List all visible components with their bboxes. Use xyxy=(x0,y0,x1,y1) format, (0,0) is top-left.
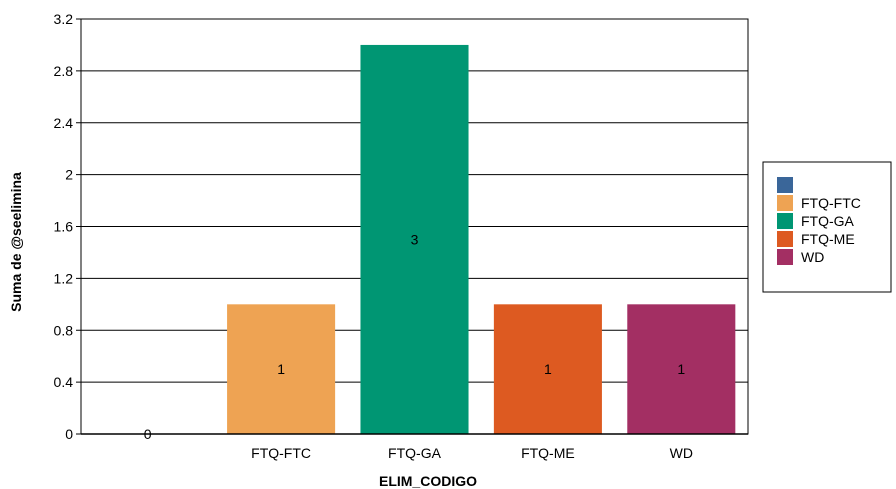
legend-swatch xyxy=(777,195,793,211)
bar xyxy=(493,304,602,434)
bar xyxy=(627,304,736,434)
data-label: 1 xyxy=(544,361,552,377)
data-label: 1 xyxy=(277,361,285,377)
bar xyxy=(227,304,336,434)
y-axis-ticks: 0 0.4 0.8 1.2 1.6 2 2.4 2.8 3.2 xyxy=(54,11,74,442)
legend-label: FTQ-GA xyxy=(801,213,855,229)
data-label: 3 xyxy=(411,231,419,247)
legend-label: FTQ-FTC xyxy=(801,195,861,211)
bars xyxy=(227,44,736,434)
y-tick-label: 0.4 xyxy=(54,374,74,390)
legend: FTQ-FTC FTQ-GA FTQ-ME WD xyxy=(762,161,892,293)
plot-area xyxy=(76,18,749,435)
bar xyxy=(360,44,469,434)
legend-swatch xyxy=(777,177,793,193)
data-label: 0 xyxy=(144,426,152,442)
legend-label: FTQ-ME xyxy=(801,231,855,247)
x-axis-ticks: FTQ-FTC FTQ-GA FTQ-ME WD xyxy=(251,445,693,461)
y-tick-label: 1.6 xyxy=(54,219,74,235)
x-tick-label: WD xyxy=(670,445,693,461)
data-label: 1 xyxy=(677,361,685,377)
legend-swatch xyxy=(777,231,793,247)
x-tick-label: FTQ-ME xyxy=(521,445,575,461)
legend-label: WD xyxy=(801,249,824,265)
y-tick-label: 0.8 xyxy=(54,322,74,338)
y-axis-title: Suma de @seelimina xyxy=(8,172,24,312)
y-tick-label: 2.4 xyxy=(54,115,74,131)
data-labels: 0 1 3 1 1 xyxy=(144,231,686,442)
y-tick-label: 1.2 xyxy=(54,270,74,286)
x-axis-title: ELIM_CODIGO xyxy=(379,473,477,489)
legend-swatch xyxy=(777,249,793,265)
y-tick-label: 2 xyxy=(65,167,73,183)
y-tick-label: 3.2 xyxy=(54,11,74,27)
x-tick-label: FTQ-FTC xyxy=(251,445,311,461)
x-tick-label: FTQ-GA xyxy=(388,445,442,461)
y-tick-label: 2.8 xyxy=(54,63,74,79)
y-tick-label: 0 xyxy=(65,426,73,442)
legend-swatch xyxy=(777,213,793,229)
